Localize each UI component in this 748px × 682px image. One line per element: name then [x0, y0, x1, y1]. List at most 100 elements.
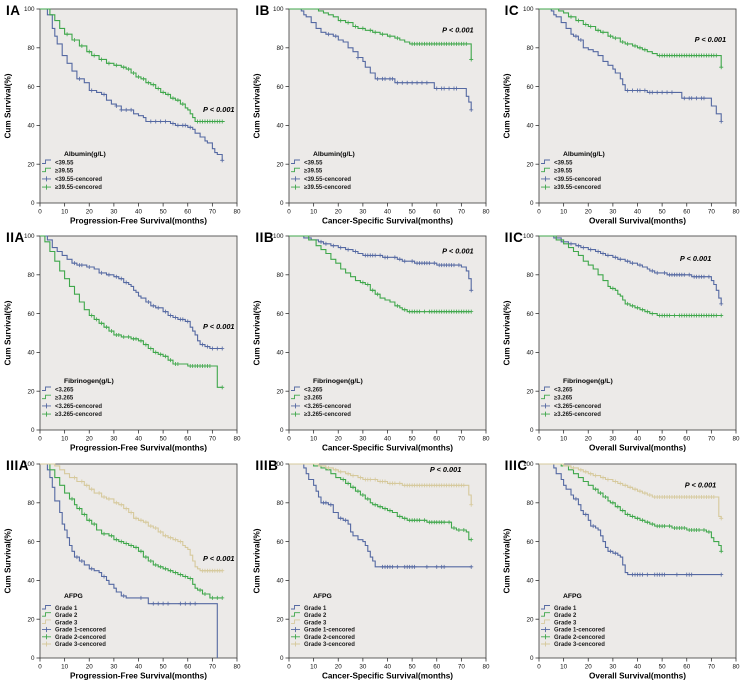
- censor-mark: [166, 92, 171, 97]
- censor-mark: [77, 506, 82, 511]
- x-tick-label: 30: [609, 663, 616, 670]
- legend-item-label: ≥39.55: [554, 169, 573, 175]
- km-curve-≥3.265: [289, 235, 472, 313]
- censor-mark: [571, 465, 576, 470]
- censor-mark: [356, 488, 361, 493]
- y-tick-label: 40: [277, 350, 284, 357]
- panel-label-IA: IA: [6, 3, 21, 18]
- censor-mark: [373, 253, 378, 258]
- censor-mark: [620, 508, 625, 513]
- legend-title: Albumin(g/L): [563, 151, 605, 158]
- legend-censor-glyph: [291, 176, 301, 182]
- x-tick-label: 40: [634, 663, 641, 670]
- legend-item-label: <3.265: [55, 388, 74, 394]
- legend-item-label: Grade 2-cencored: [304, 634, 355, 640]
- censor-mark: [469, 537, 474, 542]
- censor-mark: [346, 471, 351, 476]
- censor-mark: [583, 22, 588, 27]
- km-curve-≥3.265: [39, 235, 223, 389]
- legend-item-label: <39.55-cencored: [55, 177, 102, 183]
- censor-mark: [425, 564, 430, 569]
- censor-mark: [106, 273, 111, 278]
- legend-censor-glyph: [540, 626, 550, 632]
- legend-item-label: <3.265-cencored: [304, 404, 351, 410]
- legend-line-glyph: [41, 159, 51, 164]
- x-tick-label: 50: [160, 436, 167, 443]
- y-tick-label: 60: [27, 311, 34, 318]
- y-tick-label: 20: [27, 161, 34, 168]
- legend-item-label: Grade 2-cencored: [55, 634, 106, 640]
- legend-line-glyph: [291, 386, 301, 392]
- censor-mark: [87, 49, 92, 54]
- censor-mark: [617, 481, 622, 486]
- censor-mark: [672, 313, 677, 318]
- censor-mark: [617, 257, 622, 262]
- x-tick-label: 80: [483, 208, 490, 215]
- km-plot-IA: 0 20 40 60 80 100 0 10 20 30 40 50 60 70 80 Progression…: [4, 6, 241, 225]
- panel-label-IC: IC: [504, 3, 520, 18]
- censor-mark: [215, 346, 220, 351]
- censor-mark: [116, 333, 121, 338]
- censor-mark: [442, 86, 447, 91]
- y-axis-title: Cum Survival(%): [4, 73, 13, 138]
- censor-mark: [183, 574, 188, 579]
- x-tick-label: 40: [135, 663, 142, 670]
- legend-item-label: Grade 3: [55, 620, 78, 626]
- censor-mark: [121, 335, 126, 340]
- censor-mark: [109, 329, 114, 334]
- censor-mark: [573, 34, 578, 39]
- legend-item-label: ≥3.265: [304, 396, 323, 402]
- p-value-label: P < 0.001: [203, 105, 235, 114]
- censor-mark: [151, 82, 156, 87]
- legend-line-glyph: [540, 395, 550, 400]
- censor-mark: [711, 494, 716, 499]
- censor-mark: [180, 317, 185, 322]
- censor-mark: [625, 41, 630, 46]
- legend-item-label: Grade 3: [304, 620, 327, 626]
- legend-title: Albumin(g/L): [64, 151, 106, 158]
- censor-mark: [612, 36, 617, 41]
- censor-mark: [630, 304, 635, 309]
- km-curve-≥3.265: [538, 235, 721, 317]
- x-tick-label: 0: [288, 208, 292, 215]
- censor-mark: [452, 263, 457, 268]
- censor-mark: [642, 88, 647, 93]
- y-axis-title: Cum Survival(%): [253, 73, 262, 138]
- censor-mark: [193, 601, 198, 606]
- censor-mark: [605, 477, 610, 482]
- censor-mark: [373, 502, 378, 507]
- censor-mark: [324, 242, 329, 247]
- x-axis-title: Cancer-Specific Survival(months): [322, 216, 453, 225]
- y-tick-label: 100: [523, 6, 534, 13]
- censor-mark: [462, 482, 467, 487]
- y-tick-label: 40: [277, 577, 284, 584]
- censor-mark: [593, 486, 598, 491]
- x-tick-label: 30: [110, 436, 117, 443]
- x-tick-label: 10: [61, 208, 68, 215]
- censor-mark: [79, 479, 84, 484]
- censor-mark: [361, 26, 366, 31]
- censor-mark: [674, 572, 679, 577]
- panel-label-IIIC: IIIC: [504, 457, 528, 473]
- legend-line-glyph: [291, 611, 301, 617]
- censor-mark: [713, 53, 718, 58]
- censor-mark: [706, 529, 711, 534]
- censor-mark: [390, 564, 395, 569]
- censor-mark: [334, 34, 339, 39]
- legend-censor-glyph: [291, 626, 301, 632]
- censor-mark: [610, 500, 615, 505]
- legend-title: AFPG: [64, 593, 83, 600]
- censor-mark: [351, 484, 356, 489]
- x-tick-label: 30: [360, 663, 367, 670]
- legend-item-label: <3.265-cencored: [55, 404, 102, 410]
- legend-item-label: ≥3.265: [55, 396, 74, 402]
- x-tick-label: 0: [38, 436, 42, 443]
- x-tick-label: 40: [384, 436, 391, 443]
- legend-line-glyph: [41, 611, 51, 617]
- legend-censor-glyph: [291, 633, 301, 639]
- x-tick-label: 30: [609, 208, 616, 215]
- censor-mark: [161, 90, 166, 95]
- censor-mark: [694, 96, 699, 101]
- censor-mark: [410, 259, 415, 264]
- x-tick-label: 60: [434, 436, 441, 443]
